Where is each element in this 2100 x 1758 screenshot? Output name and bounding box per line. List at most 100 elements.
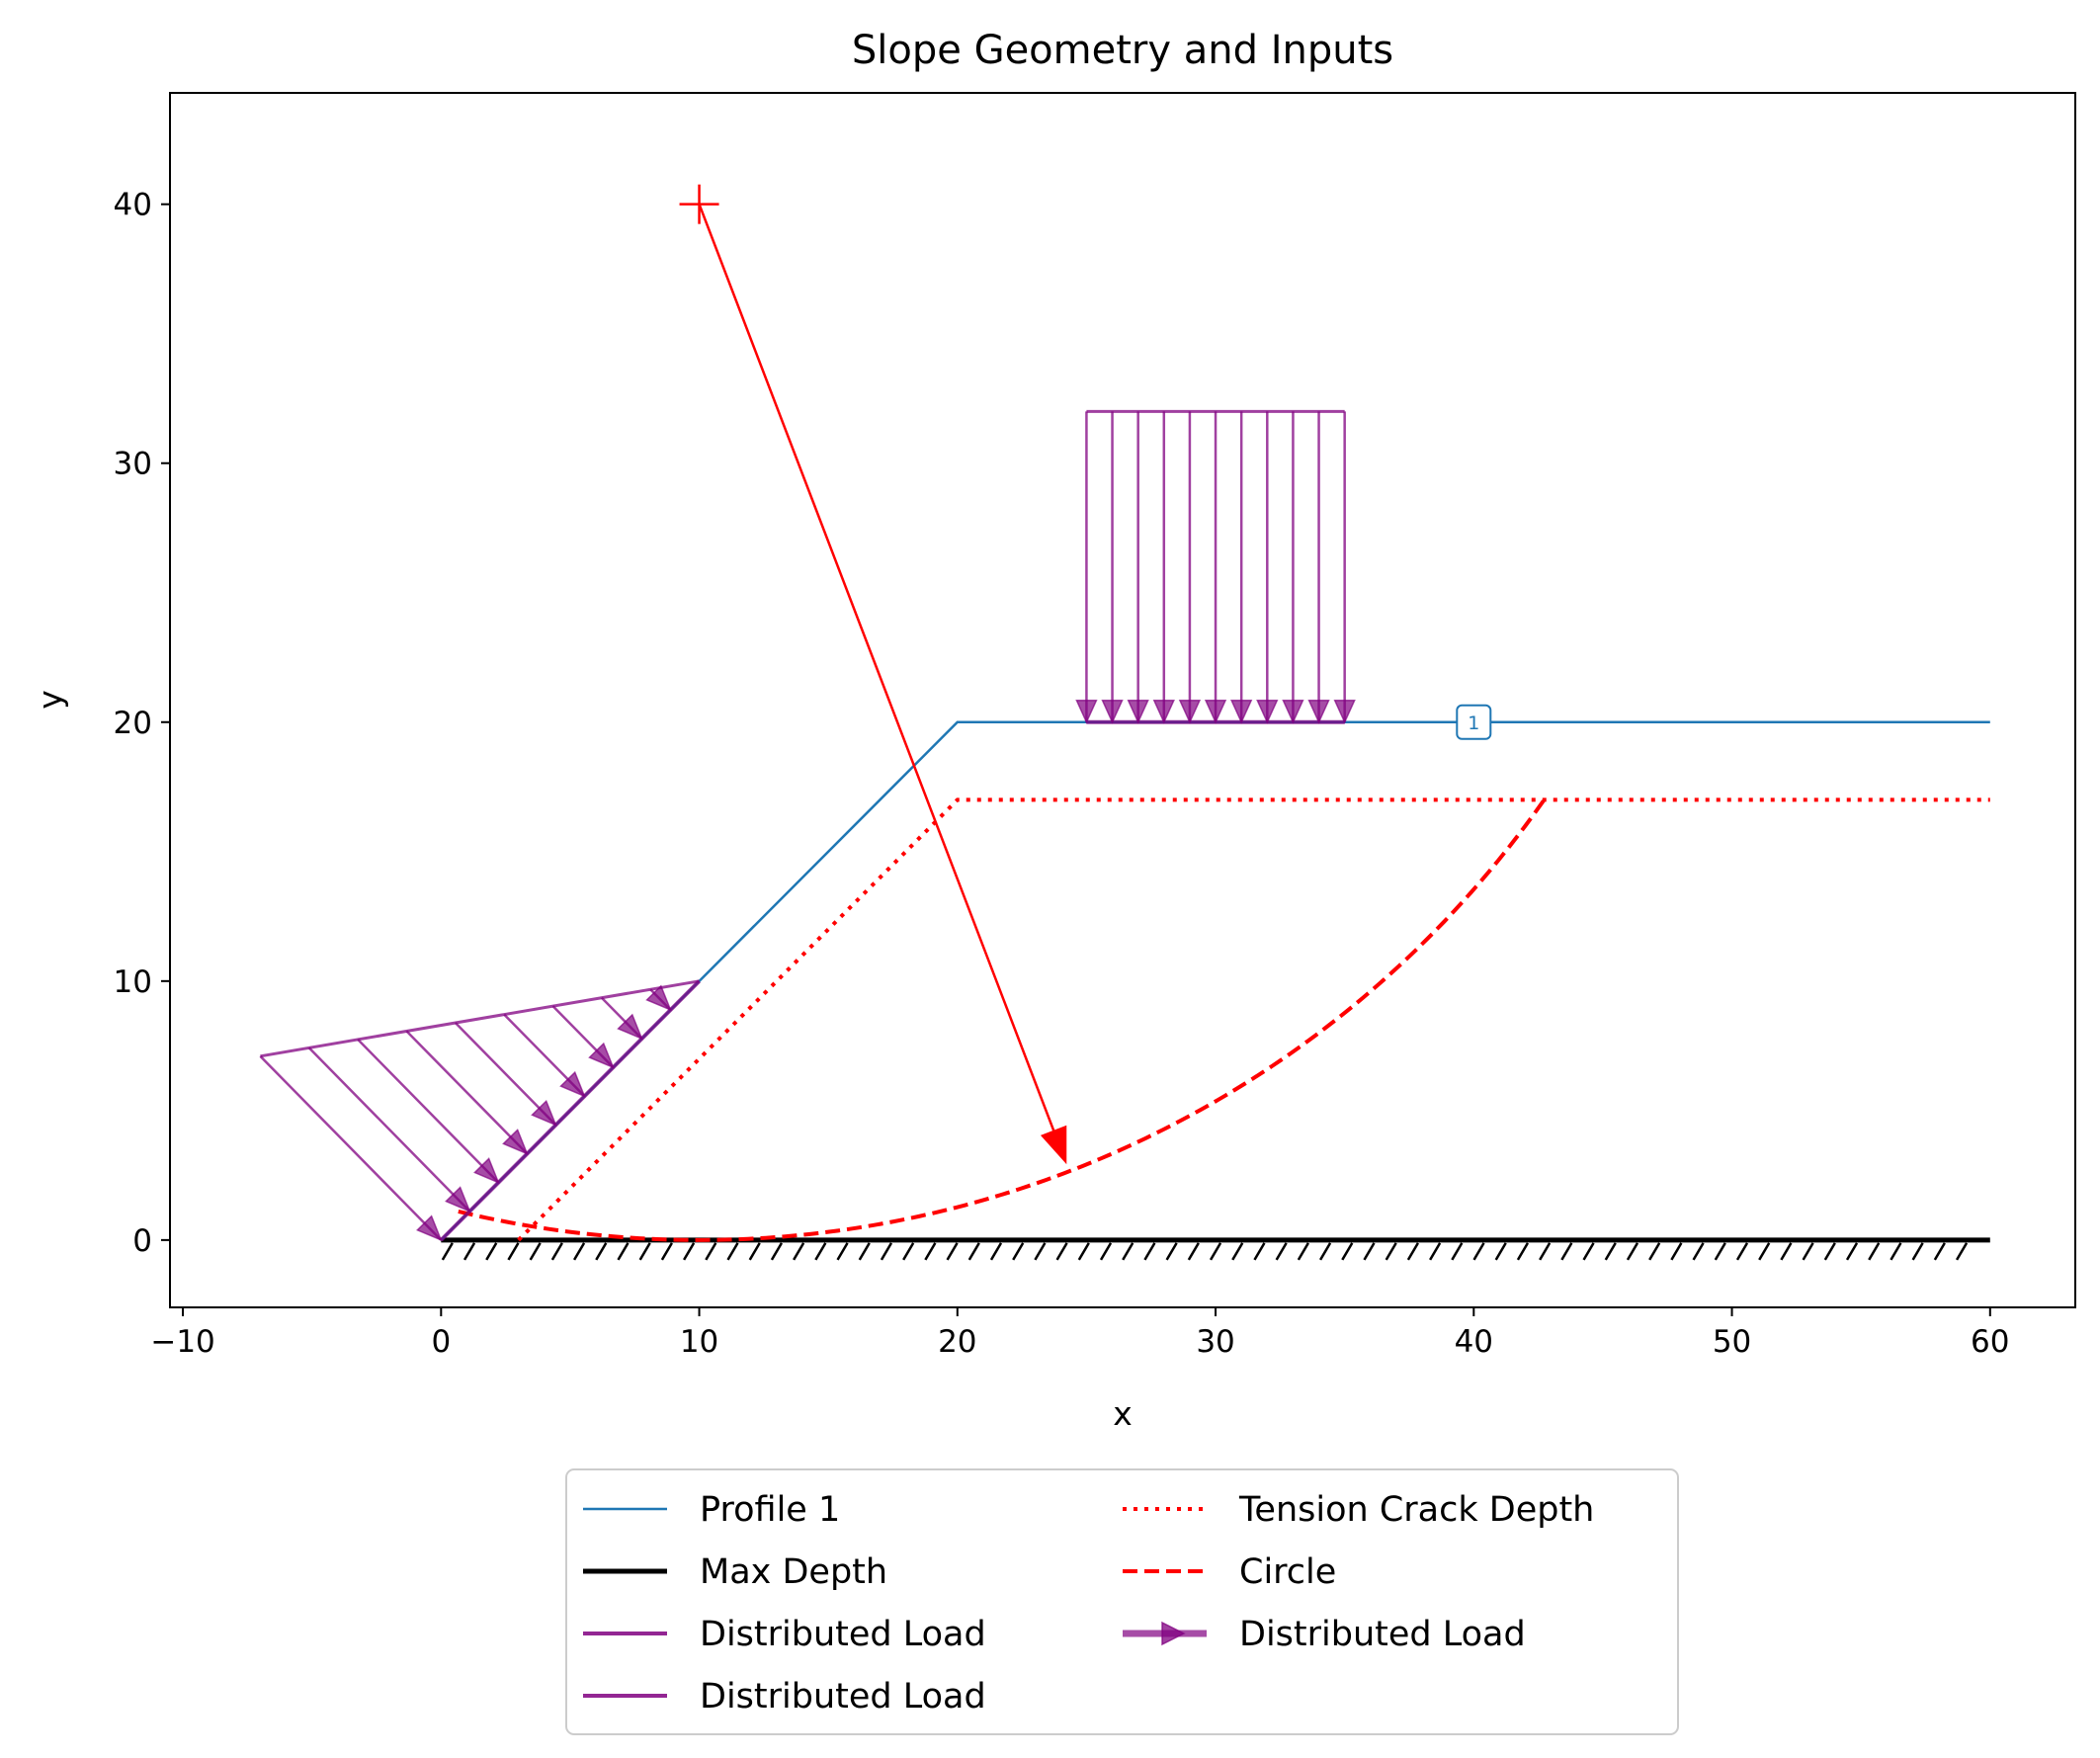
load-arrow-shaft bbox=[307, 1046, 471, 1213]
y-tick-label: 30 bbox=[114, 447, 152, 482]
max-depth-hatch bbox=[770, 1242, 784, 1261]
x-tick-label: 0 bbox=[431, 1324, 451, 1360]
max-depth-hatch bbox=[1319, 1242, 1332, 1261]
load-arrow-head bbox=[473, 1157, 500, 1185]
axes: −10 0 10 20 30 40 50 60 0 10 20 30 40 bbox=[114, 188, 2010, 1360]
distributed-load-2 bbox=[1075, 409, 1356, 724]
max-depth-hatch bbox=[572, 1242, 586, 1261]
x-tick-label: 20 bbox=[938, 1324, 976, 1360]
max-depth-hatch bbox=[441, 1242, 454, 1261]
max-depth-hatch bbox=[836, 1242, 849, 1261]
legend-label: Circle bbox=[1239, 1552, 1336, 1592]
max-depth-hatch bbox=[1823, 1242, 1836, 1261]
y-tick-label: 10 bbox=[114, 964, 152, 1000]
load-arrow-head bbox=[1127, 700, 1149, 724]
plot-area: 1 bbox=[259, 184, 1990, 1261]
load-arrow-head bbox=[1230, 700, 1253, 724]
load-arrow-head bbox=[617, 1013, 643, 1041]
max-depth-hatch bbox=[1516, 1242, 1530, 1261]
max-depth-hatch bbox=[507, 1242, 520, 1261]
load-arrow-head bbox=[1256, 700, 1279, 724]
max-depth-hatch bbox=[1494, 1242, 1507, 1261]
max-depth-hatch bbox=[924, 1242, 937, 1261]
legend-label: Tension Crack Depth bbox=[1238, 1490, 1594, 1530]
max-depth-hatch bbox=[1275, 1242, 1288, 1261]
max-depth-hatch bbox=[1231, 1242, 1244, 1261]
max-depth-hatch bbox=[967, 1242, 980, 1261]
max-depth-hatch bbox=[880, 1242, 893, 1261]
x-tick-label: 30 bbox=[1196, 1324, 1234, 1360]
max-depth-hatch bbox=[814, 1242, 827, 1261]
max-depth-hatch bbox=[902, 1242, 915, 1261]
x-tick-label: 10 bbox=[680, 1324, 718, 1360]
load-arrow-head bbox=[645, 984, 672, 1012]
max-depth-hatch bbox=[529, 1242, 542, 1261]
y-axis-label: y bbox=[31, 690, 69, 710]
max-depth-hatch bbox=[1539, 1242, 1552, 1261]
legend-label: Max Depth bbox=[700, 1552, 887, 1592]
radius-arrow-head bbox=[1040, 1125, 1067, 1165]
max-depth-hatch bbox=[726, 1242, 739, 1261]
max-depth-hatch bbox=[1099, 1242, 1113, 1261]
max-depth-hatch bbox=[660, 1242, 673, 1261]
max-depth-hatch bbox=[858, 1242, 871, 1261]
load-arrow-head bbox=[445, 1186, 471, 1214]
max-depth-hatch bbox=[1472, 1242, 1485, 1261]
max-depth-hatch bbox=[748, 1242, 761, 1261]
max-depth-hatch bbox=[683, 1242, 696, 1261]
max-depth-hatch bbox=[1451, 1242, 1464, 1261]
y-tick-label: 0 bbox=[132, 1223, 152, 1259]
max-depth-hatch bbox=[1077, 1242, 1090, 1261]
legend: Profile 1 Max Depth Distributed Load Distri… bbox=[565, 1468, 1679, 1735]
load-arrow-head bbox=[1282, 700, 1304, 724]
x-tick-label: 40 bbox=[1455, 1324, 1493, 1360]
load-arrow-head bbox=[502, 1129, 529, 1155]
y-tick-label: 20 bbox=[114, 706, 152, 741]
max-depth-hatch bbox=[1297, 1242, 1309, 1261]
plot-frame bbox=[169, 92, 2076, 1308]
max-depth-hatch bbox=[1187, 1242, 1200, 1261]
load-surface-line bbox=[439, 979, 701, 1242]
x-tick-label: 60 bbox=[1971, 1324, 2009, 1360]
load-arrow-head bbox=[416, 1214, 443, 1242]
load-arrow-head bbox=[1178, 700, 1202, 724]
max-depth-hatch bbox=[1890, 1242, 1902, 1261]
profile-label-box bbox=[1456, 704, 1492, 740]
max-depth-hatch bbox=[1406, 1242, 1419, 1261]
chart-title: Slope Geometry and Inputs bbox=[852, 28, 1393, 73]
tension-crack-line bbox=[517, 797, 1990, 1242]
max-depth-hatch bbox=[1582, 1242, 1595, 1261]
max-depth-hatch bbox=[1845, 1242, 1859, 1261]
load-arrow-shaft bbox=[259, 1054, 443, 1241]
max-depth-hatch bbox=[1209, 1242, 1222, 1261]
max-depth-hatch bbox=[1604, 1242, 1617, 1261]
max-depth-hatch bbox=[595, 1242, 608, 1261]
max-depth-hatch bbox=[1560, 1242, 1573, 1261]
max-depth-hatch bbox=[1385, 1242, 1397, 1261]
legend-label: Distributed Load bbox=[1239, 1615, 1526, 1654]
max-depth-hatch bbox=[1692, 1242, 1705, 1261]
max-depth-hatch bbox=[793, 1242, 805, 1261]
max-depth-hatch bbox=[1670, 1242, 1683, 1261]
radius-arrow-line bbox=[698, 204, 1056, 1135]
max-depth-hatch bbox=[1758, 1242, 1771, 1261]
max-depth-hatch bbox=[617, 1242, 630, 1261]
load-arrow-head bbox=[531, 1099, 557, 1127]
max-depth-hatch bbox=[1034, 1242, 1047, 1261]
distributed-load-1 bbox=[259, 979, 701, 1242]
legend-label: Profile 1 bbox=[700, 1490, 840, 1530]
max-depth-hatch bbox=[1122, 1242, 1134, 1261]
profile-label: 1 bbox=[1468, 712, 1479, 734]
max-depth-hatch bbox=[1735, 1242, 1749, 1261]
max-depth-hatch bbox=[946, 1242, 959, 1261]
load-arrow-head bbox=[1204, 700, 1227, 724]
max-depth-hatch bbox=[1648, 1242, 1661, 1261]
max-depth-hatch bbox=[1933, 1242, 1946, 1261]
load-top-line bbox=[260, 979, 700, 1058]
max-depth-hatch bbox=[1868, 1242, 1881, 1261]
max-depth-hatch bbox=[1012, 1242, 1025, 1261]
max-depth-hatch bbox=[1714, 1242, 1726, 1261]
load-arrow-head bbox=[1152, 700, 1175, 724]
load-arrow-shaft bbox=[405, 1030, 529, 1155]
load-arrow-head bbox=[588, 1042, 615, 1069]
